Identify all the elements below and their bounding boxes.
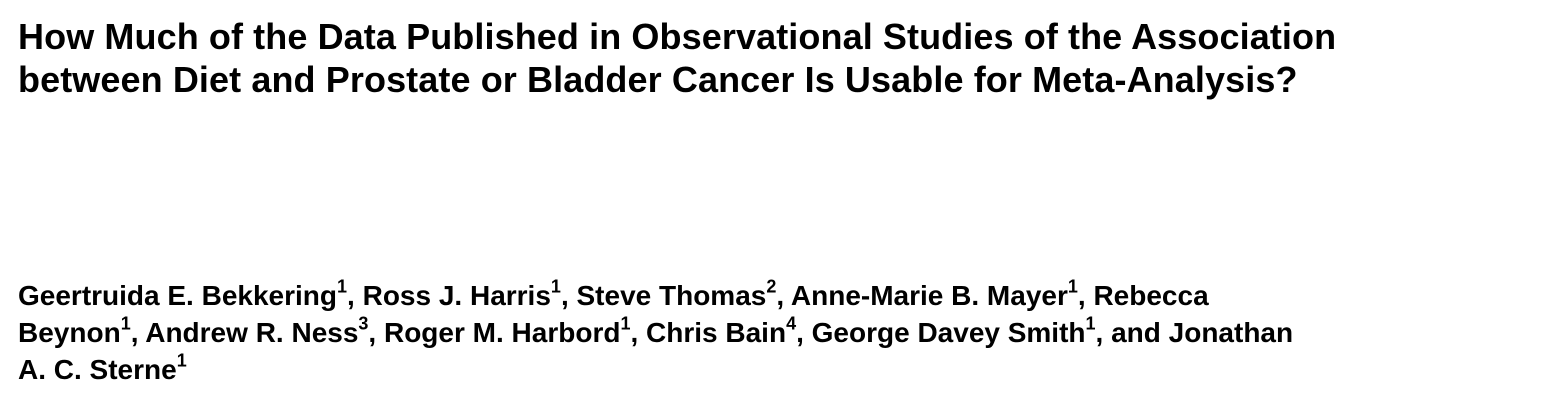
- author-name: Roger M. Harbord: [383, 317, 621, 348]
- author-name-part: Jonathan: [1168, 317, 1294, 348]
- affiliation-marker: 1: [1067, 276, 1078, 297]
- author-list: Geertruida E. Bekkering1, Ross J. Harris…: [18, 277, 1538, 388]
- author-name: Geertruida E. Bekkering: [18, 280, 338, 311]
- author-separator: ,: [776, 280, 791, 311]
- affiliation-marker: 1: [1085, 313, 1096, 334]
- title-line-2: between Diet and Prostate or Bladder Can…: [18, 59, 1298, 100]
- author-name-part: A. C. Sterne: [18, 354, 177, 385]
- author-separator: ,: [1077, 280, 1094, 311]
- affiliation-marker: 3: [358, 313, 369, 334]
- author-separator: ,: [630, 317, 647, 348]
- author-name: George Davey Smith: [811, 317, 1086, 348]
- author-line-3: A. C. Sterne1: [18, 351, 1538, 388]
- author-name-part: Beynon: [18, 317, 121, 348]
- author-separator: ,: [130, 317, 146, 348]
- author-line-2: Beynon1, Andrew R. Ness3, Roger M. Harbo…: [18, 314, 1538, 351]
- author-name-part: Rebecca: [1093, 280, 1209, 311]
- title-line-1: How Much of the Data Published in Observ…: [18, 16, 1337, 57]
- affiliation-marker: 1: [120, 313, 131, 334]
- author-line-1: Geertruida E. Bekkering1, Ross J. Harris…: [18, 277, 1538, 314]
- affiliation-marker: 1: [176, 350, 187, 371]
- affiliation-marker: 2: [766, 276, 777, 297]
- author-separator: ,: [368, 317, 384, 348]
- author-name: Steve Thomas: [576, 280, 767, 311]
- author-name: Chris Bain: [646, 317, 787, 348]
- author-separator: ,: [560, 280, 577, 311]
- author-name: Ross J. Harris: [362, 280, 551, 311]
- author-separator: ,: [1095, 317, 1112, 348]
- affiliation-marker: 4: [786, 313, 797, 334]
- paper-title: How Much of the Data Published in Observ…: [18, 15, 1518, 101]
- author-conjunction: and: [1111, 317, 1169, 348]
- author-name: Anne-Marie B. Mayer: [790, 280, 1068, 311]
- author-separator: ,: [347, 280, 363, 311]
- author-name: Andrew R. Ness: [145, 317, 359, 348]
- author-separator: ,: [796, 317, 812, 348]
- affiliation-marker: 1: [620, 313, 631, 334]
- affiliation-marker: 1: [550, 276, 561, 297]
- affiliation-marker: 1: [337, 276, 348, 297]
